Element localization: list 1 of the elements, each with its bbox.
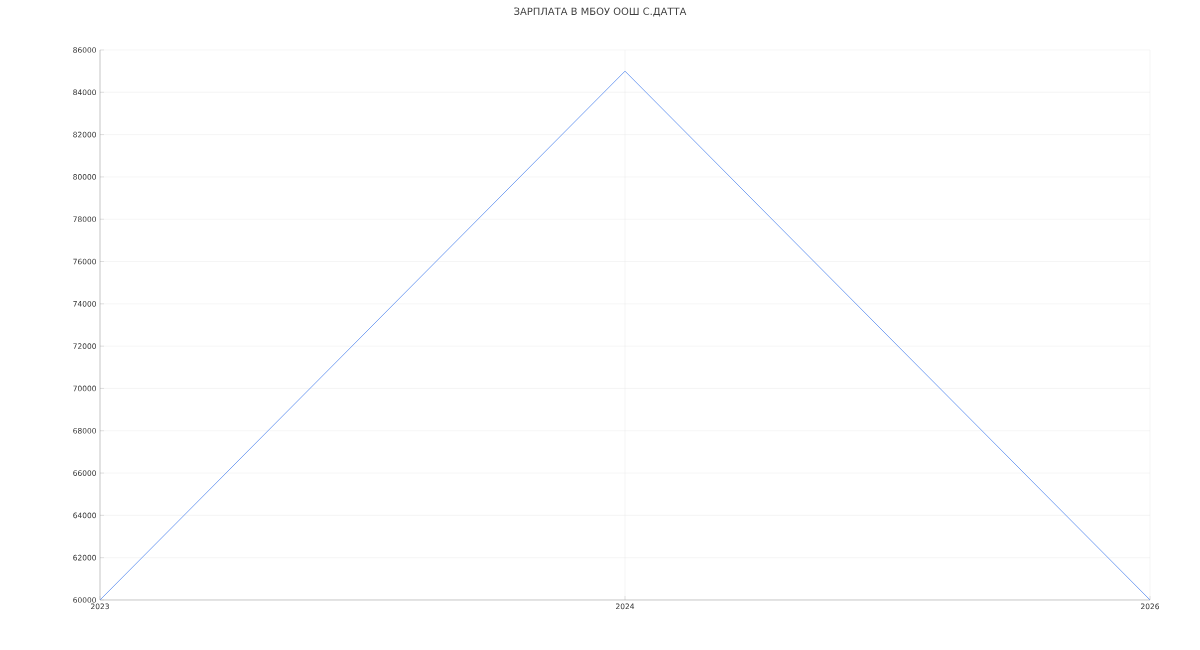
chart-title: ЗАРПЛАТА В МБОУ ООШ С.ДАТТА <box>514 7 687 17</box>
